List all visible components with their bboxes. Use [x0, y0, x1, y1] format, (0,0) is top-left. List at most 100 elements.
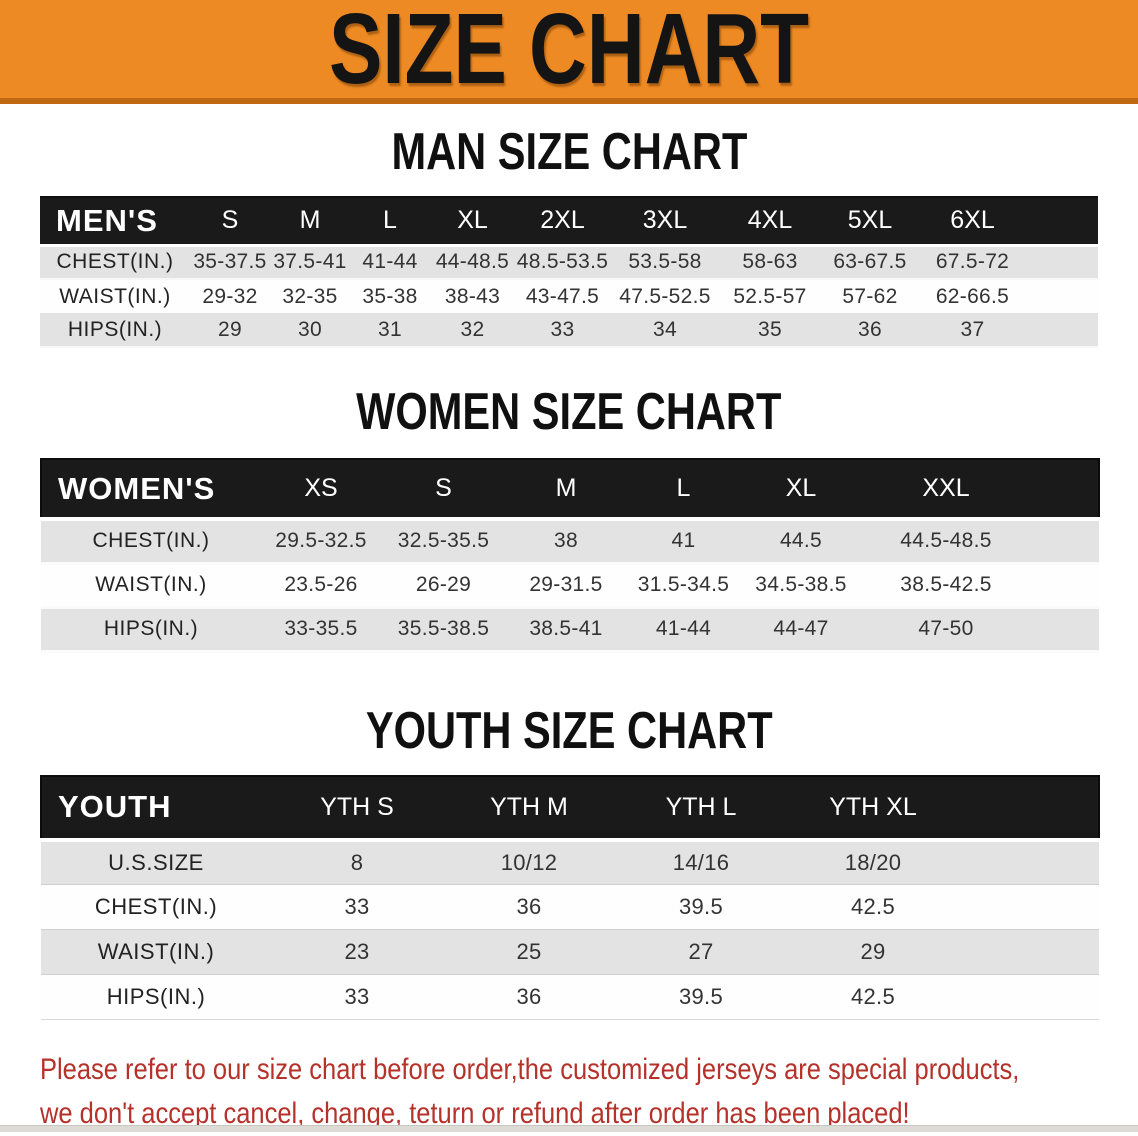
womens-header-row: WOMEN'S XS S M L XL XXL [41, 459, 1099, 519]
cell-value: 41-44 [655, 617, 712, 640]
cell-value: 33-35.5 [284, 617, 358, 640]
column-header: XXL [922, 474, 970, 502]
column-header: 3XL [642, 206, 688, 235]
cell-value: 35-37.5 [193, 250, 267, 274]
row-label: HIPS(IN.) [103, 617, 199, 640]
mens-size-table: MEN'S S M L XL 2XL 3XL 4XL 5XL 6XL CHEST… [40, 196, 1098, 348]
column-header: M [299, 206, 321, 235]
cell-value: 32.5-35.5 [397, 529, 490, 553]
column-header: YTH L [665, 792, 737, 821]
column-header: L [383, 206, 397, 235]
cell-value: 44-47 [773, 617, 829, 640]
spacer-cell [1025, 279, 1098, 313]
spacer-cell [1031, 519, 1099, 563]
cell-value: 23 [344, 939, 370, 964]
cell-value: 14/16 [672, 849, 730, 875]
table-row: U.S.SIZE 8 10/12 14/16 18/20 [41, 839, 1099, 885]
table-row: HIPS(IN.) 29 30 31 32 33 34 35 36 37 [40, 313, 1098, 347]
spacer-cell [1025, 197, 1098, 245]
cell-value: 31.5-34.5 [637, 573, 730, 596]
row-label: HIPS(IN.) [67, 317, 163, 341]
row-label: HIPS(IN.) [106, 984, 206, 1009]
cell-value: 38 [554, 529, 578, 553]
youth-size-table: YOUTH YTH S YTH M YTH L YTH XL U.S.SIZE … [40, 775, 1100, 1021]
column-header: L [676, 474, 691, 502]
bottom-edge-strip [0, 1125, 1138, 1132]
spacer-cell [959, 885, 1099, 930]
cell-value: 34.5-38.5 [755, 573, 847, 596]
cell-value: 44.5-48.5 [900, 529, 992, 553]
cell-value: 29.5-32.5 [275, 529, 367, 553]
cell-value: 37 [960, 317, 985, 341]
row-label: WAIST(IN.) [97, 939, 215, 964]
cell-value: 30 [298, 317, 322, 341]
size-chart-banner: SIZE CHART [0, 0, 1138, 104]
row-label: WAIST(IN.) [59, 284, 171, 308]
cell-value: 52.5-57 [733, 284, 807, 308]
column-header: M [555, 474, 577, 502]
cell-value: 42.5 [850, 984, 896, 1009]
row-label: CHEST(IN.) [56, 250, 174, 274]
column-header: YTH M [490, 792, 568, 821]
column-header: 2XL [540, 206, 585, 235]
youth-group-label: YOUTH [58, 789, 172, 824]
column-header: YTH XL [829, 792, 917, 821]
cell-value: 57-62 [842, 284, 898, 308]
cell-value: 32 [460, 317, 485, 341]
cell-value: 37.5-41 [273, 250, 347, 274]
cell-value: 39.5 [678, 984, 724, 1009]
cell-value: 36 [516, 894, 542, 919]
spacer-cell [959, 975, 1099, 1020]
spacer-cell [1031, 563, 1099, 607]
cell-value: 29-32 [202, 284, 258, 308]
column-header: 5XL [847, 206, 893, 235]
row-label: CHEST(IN.) [92, 529, 210, 553]
women-section-title: WOMEN SIZE CHART [356, 383, 782, 441]
cell-value: 29-31.5 [529, 573, 603, 596]
mens-group-label: MEN'S [56, 202, 158, 238]
cell-value: 36 [858, 317, 882, 341]
cell-value: 44-48.5 [435, 250, 510, 274]
column-header: YTH S [320, 792, 394, 821]
table-row: WAIST(IN.) 23 25 27 29 [41, 929, 1099, 975]
column-header: S [221, 206, 239, 235]
cell-value: 32-35 [282, 284, 338, 308]
cell-value: 33 [550, 317, 575, 341]
cell-value: 33 [344, 984, 370, 1009]
table-row: WAIST(IN.) 23.5-26 26-29 29-31.5 31.5-34… [41, 563, 1099, 607]
womens-group-label: WOMEN'S [58, 470, 216, 506]
column-header: XL [785, 474, 817, 502]
man-section-title: MAN SIZE CHART [391, 123, 747, 181]
cell-value: 58-63 [742, 250, 798, 274]
cell-value: 62-66.5 [935, 284, 1010, 308]
youth-section-title: YOUTH SIZE CHART [365, 701, 773, 760]
cell-value: 35 [758, 317, 782, 341]
notice-line-1: Please refer to our size chart before or… [40, 1053, 1020, 1086]
spacer-cell [959, 840, 1099, 885]
cell-value: 31 [378, 317, 402, 341]
cell-value: 35-38 [362, 284, 418, 308]
table-row: CHEST(IN.) 33 36 39.5 42.5 [41, 884, 1099, 930]
row-label: U.S.SIZE [108, 849, 204, 875]
cell-value: 25 [516, 939, 542, 964]
cell-value: 34 [653, 317, 677, 341]
cell-value: 27 [688, 939, 714, 964]
cell-value: 38.5-42.5 [900, 573, 992, 596]
cell-value: 10/12 [500, 849, 558, 875]
column-header: S [435, 474, 452, 502]
spacer-cell [1031, 459, 1099, 519]
row-label: CHEST(IN.) [94, 894, 218, 919]
column-header: XL [457, 206, 488, 235]
order-notice: Please refer to our size chart before or… [40, 1048, 1138, 1136]
column-header: XS [304, 474, 338, 502]
youth-header-row: YOUTH YTH S YTH M YTH L YTH XL [41, 775, 1099, 840]
table-row: CHEST(IN.) 29.5-32.5 32.5-35.5 38 41 44.… [41, 519, 1099, 563]
cell-value: 63-67.5 [833, 250, 907, 274]
cell-value: 47.5-52.5 [619, 284, 711, 308]
spacer-cell [1025, 313, 1098, 347]
cell-value: 39.5 [678, 894, 724, 919]
notice-line-2: we don't accept cancel, change, teturn o… [40, 1097, 910, 1130]
row-label: WAIST(IN.) [95, 573, 207, 596]
cell-value: 33 [344, 894, 370, 919]
cell-value: 29 [218, 317, 242, 341]
